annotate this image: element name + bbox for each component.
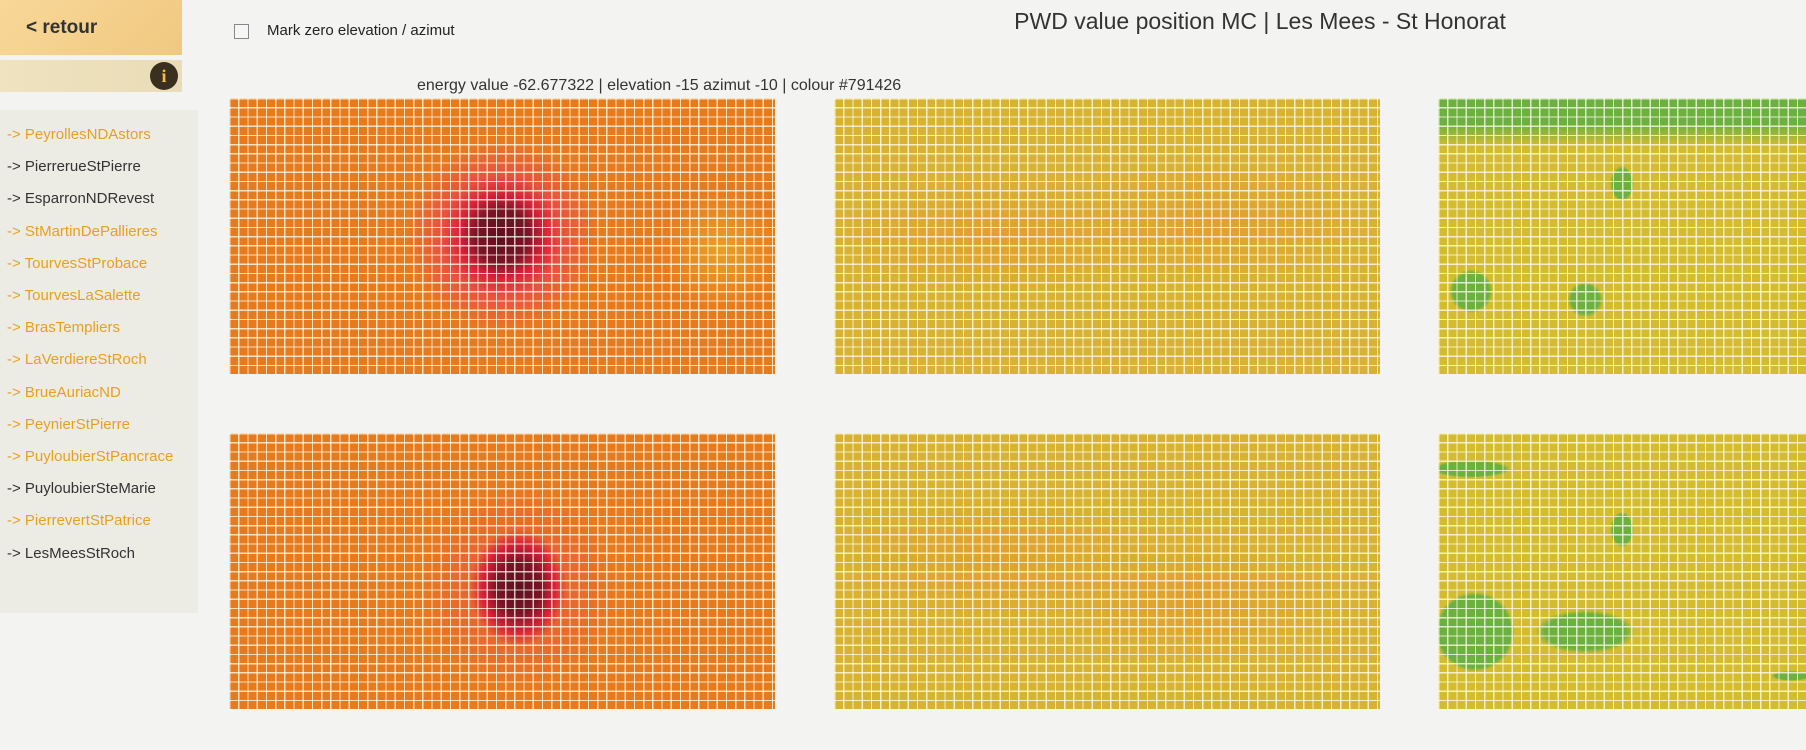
status-text: energy value -62.677322 | elevation -15 … <box>417 77 902 94</box>
heatmap <box>834 98 1380 374</box>
info-icon[interactable]: i <box>150 62 178 90</box>
site-link[interactable]: -> BrasTempliers <box>7 319 120 337</box>
site-link[interactable]: -> LesMeesStRoch <box>7 544 135 562</box>
checkbox[interactable] <box>234 24 249 39</box>
heatmap <box>1438 98 1806 374</box>
site-link[interactable]: -> LaVerdiereStRoch <box>7 351 147 369</box>
site-link[interactable]: -> EsparronNDRevest <box>7 190 155 208</box>
checkbox-label[interactable]: Mark zero elevation / azimut <box>267 22 455 39</box>
sidebar: -> PeyrollesNDAstors -> PierrerueStPierre… <box>0 110 198 613</box>
back-button[interactable]: < retour <box>0 0 182 55</box>
heatmap <box>229 433 775 709</box>
site-link[interactable]: -> PierrerueStPierre <box>7 158 141 176</box>
site-link[interactable]: -> BrueAuriacND <box>7 383 121 401</box>
heatmap <box>834 433 1380 709</box>
site-link[interactable]: -> PuyloubierSteMarie <box>7 480 156 498</box>
site-link[interactable]: -> StMartinDePallieres <box>7 222 158 240</box>
heatmap <box>1438 433 1806 709</box>
info-bar: i <box>0 60 182 92</box>
title: PWD value position MC | Les Mees - St Ho… <box>1014 8 1506 34</box>
site-link[interactable]: -> TourvesStProbace <box>7 254 148 272</box>
site-link[interactable]: -> TourvesLaSalette <box>7 287 141 304</box>
site-link[interactable]: -> PeynierStPierre <box>7 415 130 433</box>
site-link[interactable]: -> PierrevertStPatrice <box>7 512 151 530</box>
site-link[interactable]: -> PuyloubierStPancrace <box>7 448 174 465</box>
site-link[interactable]: -> PeyrollesNDAstors <box>7 126 151 143</box>
heatmap <box>229 98 775 374</box>
